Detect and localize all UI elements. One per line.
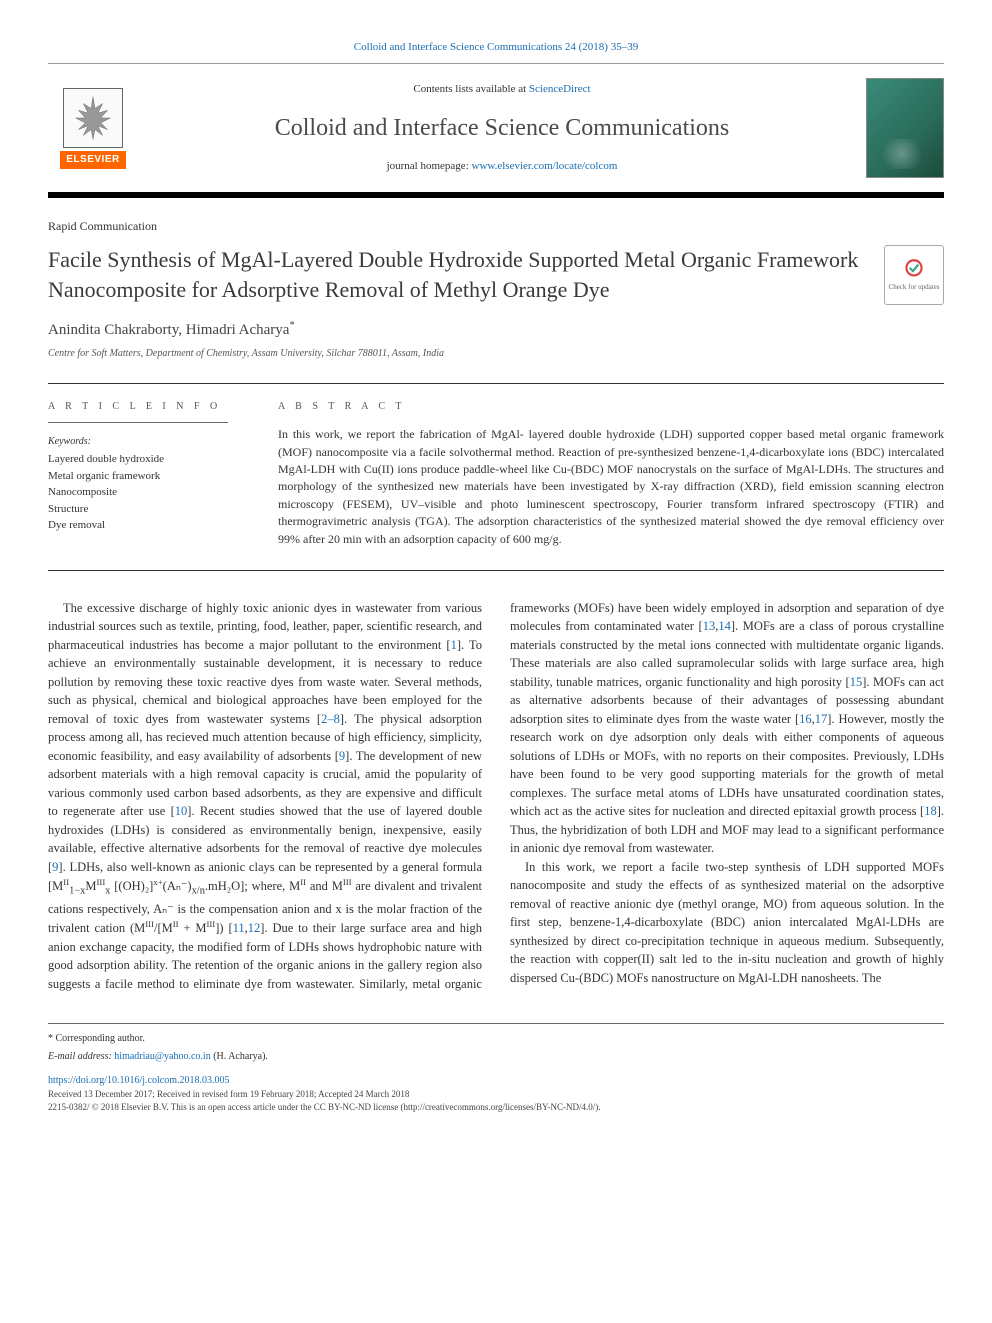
keyword: Layered double hydroxide <box>48 451 248 468</box>
article-title: Facile Synthesis of MgAl-Layered Double … <box>48 245 864 304</box>
abstract-heading: A B S T R A C T <box>278 400 944 414</box>
ref-link[interactable]: 10 <box>175 804 188 818</box>
keyword: Dye removal <box>48 517 248 534</box>
bookmark-check-icon <box>901 257 927 283</box>
ref-link[interactable]: 11 <box>233 921 245 935</box>
ref-link[interactable]: 17 <box>815 712 828 726</box>
abstract-text: In this work, we report the fabrication … <box>278 426 944 548</box>
journal-name: Colloid and Interface Science Communicat… <box>156 112 848 146</box>
authors: Anindita Chakraborty, Himadri Acharya* <box>48 319 944 341</box>
ref-link[interactable]: 12 <box>248 921 261 935</box>
keywords-label: Keywords: <box>48 435 248 449</box>
contents-line: Contents lists available at ScienceDirec… <box>156 82 848 97</box>
elsevier-tree-icon <box>63 88 123 148</box>
article-info-heading: A R T I C L E I N F O <box>48 400 228 423</box>
body-paragraph: In this work, we report a facile two-ste… <box>510 858 944 988</box>
keyword: Nanocomposite <box>48 484 248 501</box>
corresponding-mark: * <box>289 320 294 331</box>
sciencedirect-link[interactable]: ScienceDirect <box>529 83 591 95</box>
footer: * Corresponding author. E-mail address: … <box>48 1023 944 1113</box>
doi-link[interactable]: https://doi.org/10.1016/j.colcom.2018.03… <box>48 1074 944 1088</box>
authors-names: Anindita Chakraborty, Himadri Acharya <box>48 322 289 338</box>
ref-link[interactable]: 2–8 <box>321 712 340 726</box>
homepage-prefix: journal homepage: <box>387 160 472 172</box>
journal-homepage-link[interactable]: www.elsevier.com/locate/colcom <box>472 160 618 172</box>
email-label: E-mail address: <box>48 1051 114 1062</box>
article-dates: Received 13 December 2017; Received in r… <box>48 1088 944 1101</box>
journal-header: ELSEVIER Contents lists available at Sci… <box>48 63 944 198</box>
body-text: The excessive discharge of highly toxic … <box>48 599 944 993</box>
ref-link[interactable]: 14 <box>718 619 731 633</box>
elsevier-wordmark: ELSEVIER <box>60 151 125 169</box>
keyword: Metal organic framework <box>48 468 248 485</box>
email-suffix: (H. Acharya). <box>211 1051 268 1062</box>
copyright-notice: 2215-0382/ © 2018 Elsevier B.V. This is … <box>48 1101 944 1114</box>
check-updates-badge[interactable]: Check for updates <box>884 245 944 305</box>
keyword: Structure <box>48 501 248 518</box>
affiliation: Centre for Soft Matters, Department of C… <box>48 347 944 361</box>
email-line: E-mail address: himadriau@yahoo.co.in (H… <box>48 1050 944 1064</box>
check-updates-label: Check for updates <box>889 283 940 293</box>
ref-link[interactable]: 18 <box>924 804 937 818</box>
contents-prefix: Contents lists available at <box>413 83 528 95</box>
elsevier-logo[interactable]: ELSEVIER <box>48 88 138 169</box>
ref-link[interactable]: 13 <box>703 619 716 633</box>
ref-link[interactable]: 15 <box>850 675 863 689</box>
ref-link[interactable]: 16 <box>799 712 812 726</box>
issue-reference[interactable]: Colloid and Interface Science Communicat… <box>48 40 944 55</box>
article-info-column: A R T I C L E I N F O Keywords: Layered … <box>48 400 248 548</box>
abstract-column: A B S T R A C T In this work, we report … <box>278 400 944 548</box>
article-type: Rapid Communication <box>48 218 944 235</box>
homepage-line: journal homepage: www.elsevier.com/locat… <box>156 159 848 174</box>
journal-cover-thumbnail[interactable] <box>866 78 944 178</box>
corresponding-author-note: * Corresponding author. <box>48 1032 944 1046</box>
email-link[interactable]: himadriau@yahoo.co.in <box>114 1051 210 1062</box>
